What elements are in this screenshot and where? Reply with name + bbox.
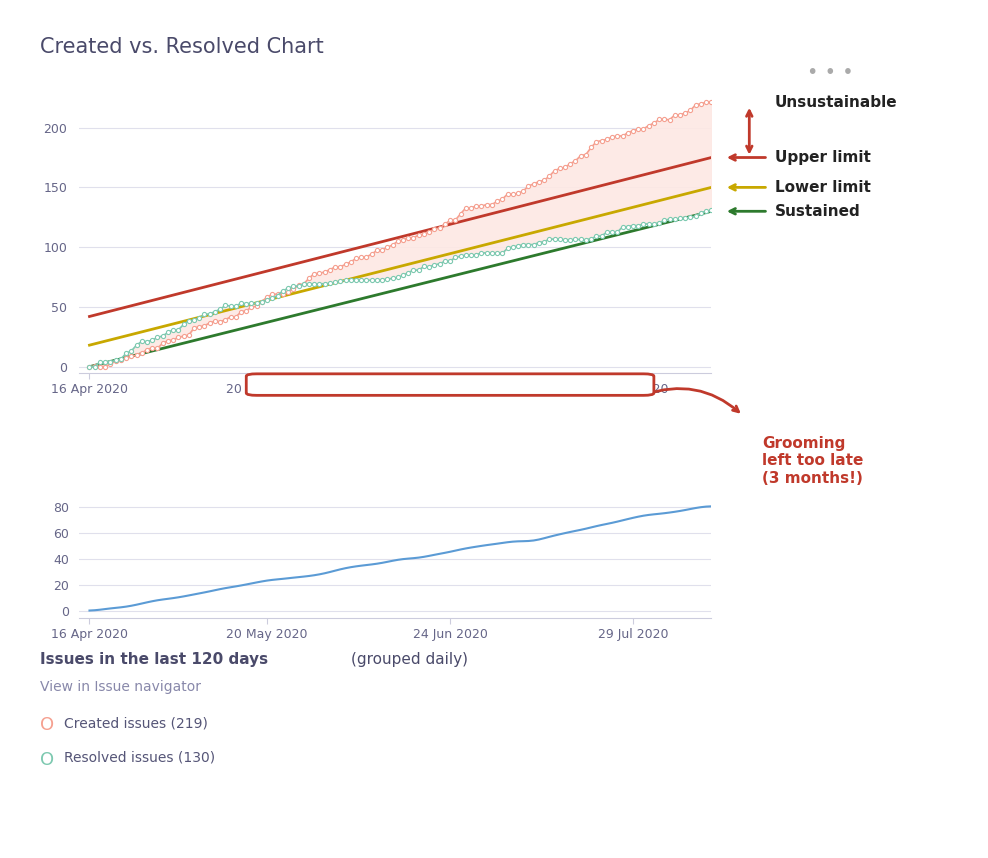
Text: Sustained: Sustained — [775, 204, 861, 219]
Text: Unsustainable: Unsustainable — [775, 94, 897, 110]
Text: O: O — [40, 751, 53, 769]
FancyBboxPatch shape — [246, 374, 654, 396]
Text: Resolved issues (130): Resolved issues (130) — [64, 751, 215, 764]
Text: • • •: • • • — [806, 63, 854, 82]
Text: View in Issue navigator: View in Issue navigator — [40, 680, 201, 694]
Text: Created issues (219): Created issues (219) — [64, 716, 208, 730]
Text: Upper limit: Upper limit — [775, 150, 870, 165]
Text: Issues in the last 120 days: Issues in the last 120 days — [40, 652, 268, 667]
Text: O: O — [40, 716, 53, 734]
Text: Created vs. Resolved Chart: Created vs. Resolved Chart — [40, 37, 323, 57]
Text: (grouped daily): (grouped daily) — [351, 652, 467, 667]
Text: Grooming
left too late
(3 months!): Grooming left too late (3 months!) — [762, 436, 864, 486]
Text: Lower limit: Lower limit — [775, 180, 870, 195]
